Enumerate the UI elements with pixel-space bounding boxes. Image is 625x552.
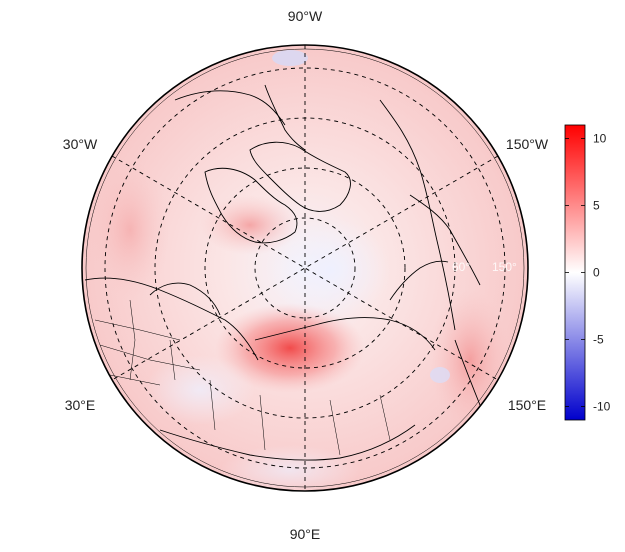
lon-label-bottom: 90°E bbox=[290, 526, 321, 542]
lon-label-lower-left: 30°E bbox=[65, 397, 96, 413]
lon-label-upper-right: 150°W bbox=[506, 136, 549, 152]
map-frame-inner bbox=[85, 48, 525, 488]
coastline-greenland bbox=[204, 167, 298, 244]
latitude-circle bbox=[204, 167, 406, 369]
map-frame bbox=[81, 44, 529, 492]
colorbar-ticks: 10 5 0 -5 -10 bbox=[565, 131, 611, 414]
anomaly-neutral-region bbox=[145, 355, 255, 425]
anomaly-warm-region bbox=[200, 195, 300, 255]
anomaly-warm-region bbox=[430, 290, 510, 430]
lon-label-upper-left: 30°W bbox=[63, 136, 98, 152]
coastline-alaska bbox=[409, 194, 481, 286]
lon-label-top: 90°W bbox=[288, 8, 323, 24]
coastline-hudson bbox=[264, 84, 306, 151]
ring-label: 150° bbox=[492, 260, 517, 274]
anomaly-hotspot bbox=[215, 303, 365, 393]
coastline-europe bbox=[84, 277, 259, 361]
lon-label-lower-right: 150°E bbox=[508, 397, 546, 413]
colorbar-tick-label: 0 bbox=[593, 266, 600, 280]
coastline-scandinavia bbox=[149, 282, 221, 316]
anomaly-warm-region bbox=[90, 160, 170, 300]
colorbar-tick-label: -10 bbox=[593, 400, 611, 414]
ring-label: 60° bbox=[452, 260, 470, 274]
latitude-circle bbox=[104, 67, 506, 469]
colorbar: 10 5 0 -5 -10 bbox=[564, 124, 611, 421]
longitude-labels: 90°W 30°W 150°W 30°E 150°E 90°E bbox=[63, 8, 549, 542]
coastline-north-america-west bbox=[379, 99, 456, 331]
colorbar-tick-label: 5 bbox=[593, 198, 600, 212]
coastlines bbox=[84, 84, 489, 461]
coastline-east-siberia bbox=[389, 260, 449, 301]
anomaly-field bbox=[84, 50, 510, 491]
coastline-north-america-north bbox=[174, 90, 286, 126]
anomaly-neutral-region bbox=[220, 445, 360, 491]
anomaly-neutral-region bbox=[270, 218, 390, 322]
graticule bbox=[104, 45, 506, 491]
border-lines bbox=[94, 299, 391, 456]
anomaly-cool-spot bbox=[430, 367, 450, 383]
colorbar-tick-label: 10 bbox=[593, 131, 607, 145]
coastline-arctic-islands bbox=[249, 141, 351, 212]
map-disk: 60° 150° bbox=[81, 44, 529, 492]
meridian-line bbox=[111, 155, 499, 381]
coastline-asia-south bbox=[159, 424, 416, 461]
anomaly-cool-spot bbox=[272, 50, 308, 66]
meridian-line bbox=[111, 155, 499, 381]
latitude-circle bbox=[254, 217, 356, 319]
colorbar-tick-label: -5 bbox=[593, 333, 604, 347]
coastline-siberia bbox=[254, 317, 436, 351]
